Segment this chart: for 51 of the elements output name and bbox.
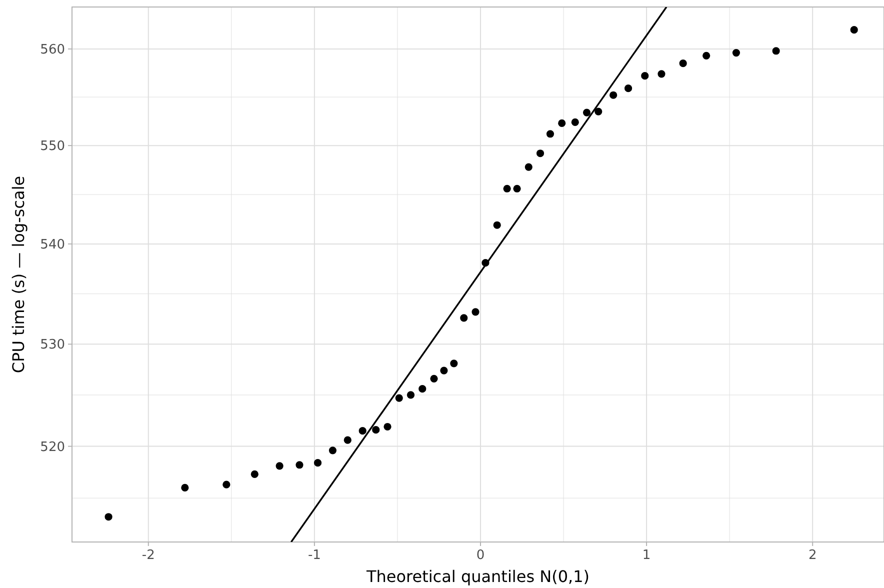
point bbox=[472, 308, 480, 316]
x-tick-label: 2 bbox=[808, 548, 817, 563]
point bbox=[222, 480, 230, 488]
point bbox=[372, 426, 380, 434]
point bbox=[546, 130, 554, 138]
point bbox=[658, 70, 666, 78]
point bbox=[314, 459, 322, 467]
point bbox=[524, 163, 532, 171]
point bbox=[406, 391, 415, 399]
point bbox=[558, 119, 566, 127]
y-tick-label: 530 bbox=[40, 338, 65, 353]
x-tick-label: 1 bbox=[642, 548, 651, 563]
point bbox=[850, 26, 858, 34]
y-tick-label: 550 bbox=[40, 139, 65, 154]
point bbox=[571, 118, 579, 126]
point bbox=[358, 427, 366, 435]
y-axis-title: CPU time (s) — log-scale bbox=[9, 176, 28, 374]
point bbox=[344, 436, 352, 444]
y-tick-label: 540 bbox=[40, 238, 65, 252]
y-tick-label: 560 bbox=[40, 42, 65, 58]
point bbox=[732, 48, 740, 57]
point bbox=[418, 385, 426, 393]
point bbox=[384, 422, 392, 431]
point bbox=[503, 184, 511, 192]
point bbox=[641, 72, 649, 80]
point bbox=[328, 446, 337, 454]
y-tick-label: 520 bbox=[40, 440, 65, 455]
point bbox=[440, 366, 448, 374]
point bbox=[104, 513, 112, 521]
point bbox=[395, 394, 403, 402]
x-tick-label: -1 bbox=[308, 548, 321, 563]
point bbox=[772, 47, 780, 55]
point bbox=[181, 484, 189, 492]
point bbox=[702, 52, 710, 60]
x-tick-label: 0 bbox=[476, 548, 485, 563]
point bbox=[582, 108, 591, 116]
point bbox=[460, 314, 468, 322]
point bbox=[594, 108, 602, 116]
point bbox=[493, 221, 501, 229]
point bbox=[610, 91, 618, 99]
point bbox=[450, 360, 458, 368]
x-tick-label: -2 bbox=[142, 548, 155, 563]
x-axis-title: Theoretical quantiles N(0,1) bbox=[365, 567, 590, 586]
point bbox=[430, 374, 438, 382]
point bbox=[679, 60, 687, 68]
point bbox=[513, 184, 521, 192]
point bbox=[296, 461, 304, 469]
point bbox=[250, 470, 258, 478]
point bbox=[276, 462, 284, 470]
point bbox=[536, 150, 544, 158]
point bbox=[624, 84, 632, 92]
